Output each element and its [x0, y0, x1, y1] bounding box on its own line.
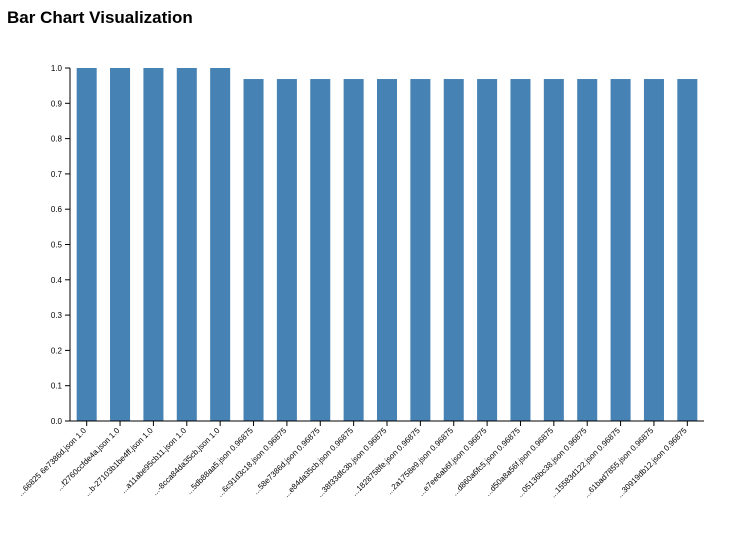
bar — [577, 79, 598, 421]
bar — [276, 79, 297, 421]
bar — [410, 79, 431, 421]
bar — [543, 79, 564, 421]
x-tick-label: ...58e7386d.json 0.96875 — [251, 426, 322, 497]
bar — [310, 79, 331, 421]
x-tick-label: ...d50a8a56f.json 0.96875 — [483, 426, 555, 498]
x-tick-label: ...e7ee6ab6f.json 0.96875 — [417, 426, 489, 498]
y-tick-label: 0.8 — [51, 135, 63, 144]
x-tick-label: ...f2760ccfde4a.json 1.0 — [55, 426, 122, 493]
y-tick-label: 0.3 — [51, 311, 63, 320]
x-tick-label: ...b-27103b1be4ff.json 1.0 — [83, 426, 155, 498]
bar — [243, 79, 264, 421]
y-tick-label: 0.9 — [51, 99, 63, 108]
y-tick-label: 1.0 — [51, 64, 63, 73]
bar — [210, 68, 231, 421]
y-tick-label: 0.6 — [51, 205, 63, 214]
x-tick-label: ...66825 6e7386d.json 1.0 — [16, 426, 88, 498]
bar — [376, 79, 398, 421]
bar — [610, 79, 631, 421]
bar — [677, 79, 698, 421]
x-tick-label: ...a11abe95cb11.json 1.0 — [119, 426, 188, 495]
y-tick-label: 0.4 — [51, 276, 63, 285]
x-tick-label: ...1828758fe.json 0.96875 — [350, 426, 422, 498]
bar — [477, 79, 498, 421]
bar — [510, 79, 531, 421]
y-tick-label: 0.5 — [51, 241, 63, 250]
y-tick-label: 0.7 — [51, 170, 63, 179]
x-tick-label: ...d860a6fc5.json 0.96875 — [450, 426, 522, 498]
x-tick-label: ...6c91d3c18.json 0.96875 — [216, 426, 289, 499]
x-tick-label: ...2a1758e9.json 0.96875 — [385, 426, 456, 497]
bar — [143, 68, 164, 421]
x-tick-label: ...5db88aa5.json 0.96875 — [185, 426, 256, 497]
bar — [643, 79, 664, 421]
x-tick-label: ...30919db12.json 0.96875 — [615, 426, 689, 500]
y-tick-label: 0.0 — [51, 417, 63, 426]
bar — [343, 79, 364, 421]
bar — [110, 68, 131, 421]
bar — [443, 79, 464, 421]
x-tick-label: ...-8cca84da35cb.json 1.0 — [150, 426, 222, 498]
page-title: Bar Chart Visualization — [7, 8, 193, 27]
y-tick-label: 0.1 — [51, 382, 63, 391]
bar — [76, 68, 97, 421]
y-tick-label: 0.2 — [51, 346, 63, 355]
bar — [176, 68, 197, 421]
